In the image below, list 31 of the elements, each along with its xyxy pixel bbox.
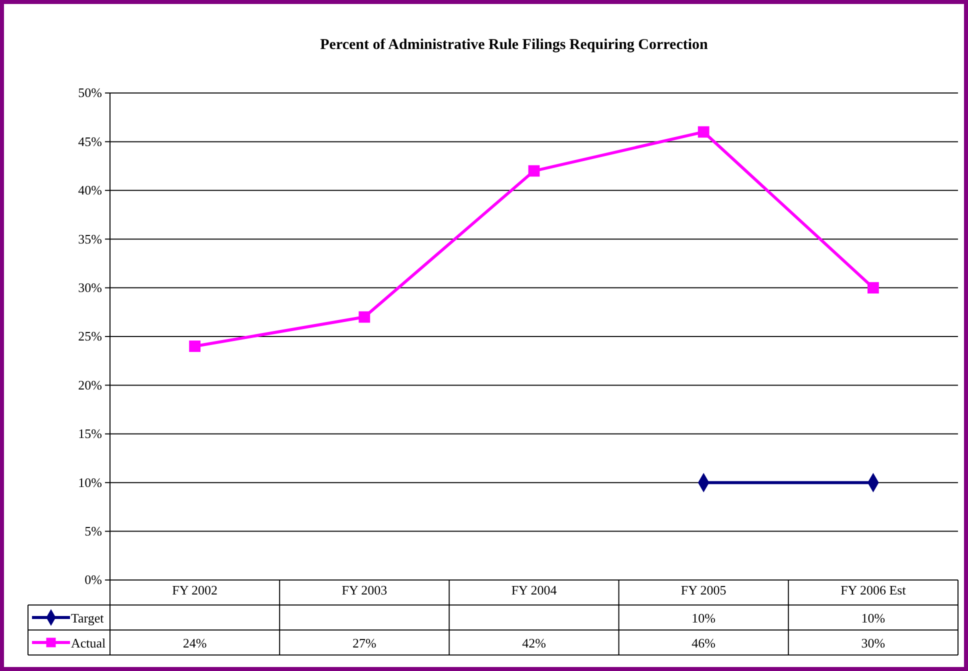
data-label: 24% bbox=[182, 636, 207, 650]
point bbox=[189, 340, 200, 352]
data-label: 30% bbox=[861, 636, 886, 650]
data-label: 27% bbox=[352, 636, 376, 650]
point bbox=[358, 311, 370, 323]
data-label: 46% bbox=[692, 636, 716, 650]
y-tick-label: 30% bbox=[78, 280, 102, 295]
y-tick-label: 50% bbox=[78, 85, 102, 100]
data-label: 42% bbox=[522, 636, 546, 650]
data-label: 10% bbox=[692, 610, 716, 626]
x-tick-label: FY 2003 bbox=[342, 582, 388, 598]
chart-title: Percent of Administrative Rule Filings Requiring Correction bbox=[320, 37, 709, 53]
point bbox=[868, 282, 879, 294]
x-tick-label: FY 2005 bbox=[680, 582, 726, 598]
y-tick-label: 35% bbox=[78, 231, 102, 246]
x-tick-label: FY 2002 bbox=[172, 582, 218, 598]
y-tick-label: 25% bbox=[78, 328, 102, 344]
y-tick-label: 5% bbox=[84, 523, 102, 538]
x-tick-label: FY 2004 bbox=[511, 582, 558, 598]
point bbox=[528, 165, 540, 177]
legend-label: Target bbox=[71, 610, 104, 626]
point bbox=[698, 126, 710, 138]
legend-label: Actual bbox=[71, 636, 106, 650]
data-label: 10% bbox=[861, 610, 886, 626]
x-tick-label: FY 2006 Est bbox=[840, 582, 906, 598]
y-tick-label: 10% bbox=[78, 474, 102, 490]
y-tick-label: 40% bbox=[78, 182, 102, 198]
y-tick-label: 20% bbox=[78, 377, 102, 392]
y-tick-label: 0% bbox=[84, 572, 102, 588]
y-tick-label: 15% bbox=[78, 426, 102, 442]
y-tick-label: 45% bbox=[78, 134, 102, 149]
